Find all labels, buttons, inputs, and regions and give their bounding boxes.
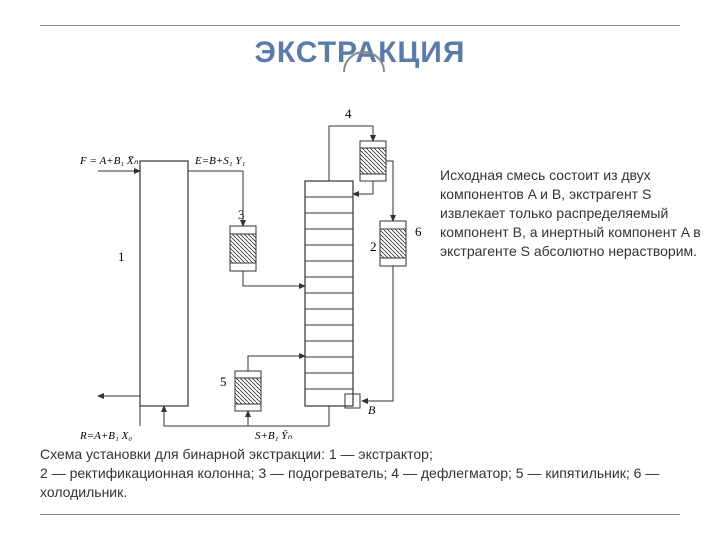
cooler-6: [380, 221, 406, 266]
flow-to-cooler: [386, 161, 393, 221]
caption-lead: Схема установки для бинарной экстракции:…: [40, 446, 433, 462]
arc-decoration: [340, 46, 390, 74]
flow-E1: [188, 171, 243, 226]
flow-B: [362, 266, 393, 401]
boiler-5: [235, 371, 261, 411]
label-2: 2: [370, 239, 377, 254]
flow-reflux: [353, 181, 373, 194]
caption: Схема установки для бинарной экстракции:…: [40, 445, 680, 502]
label-5: 5: [220, 374, 227, 389]
flow-boiler-return: [248, 356, 305, 371]
flow-to-boiler: [248, 406, 329, 426]
flow-E2: [243, 271, 305, 286]
label-F: F = A+B₁ X̄ₙ: [80, 155, 139, 167]
label-R: R=A+B₁ X₀: [80, 430, 132, 442]
description-text: Исходная смесь состоит из двух компонент…: [440, 166, 715, 260]
label-B: B: [368, 403, 376, 417]
extractor: [140, 161, 188, 406]
label-3: 3: [238, 207, 245, 222]
caption-rest: 2 — ректификационная колонна; 3 — подогр…: [40, 465, 659, 500]
label-1: 1: [118, 249, 125, 264]
label-6: 6: [415, 224, 422, 239]
deflegmator-4: [360, 141, 386, 181]
rectification-column: [305, 181, 353, 406]
extraction-flow-diagram: 1 2 3 4: [80, 106, 450, 476]
heater-3: [230, 226, 256, 271]
label-4: 4: [345, 106, 352, 121]
label-SB: S+B₁ Ȳₙ: [255, 430, 292, 442]
label-E: E=B+S₁ Y₁: [194, 155, 245, 167]
